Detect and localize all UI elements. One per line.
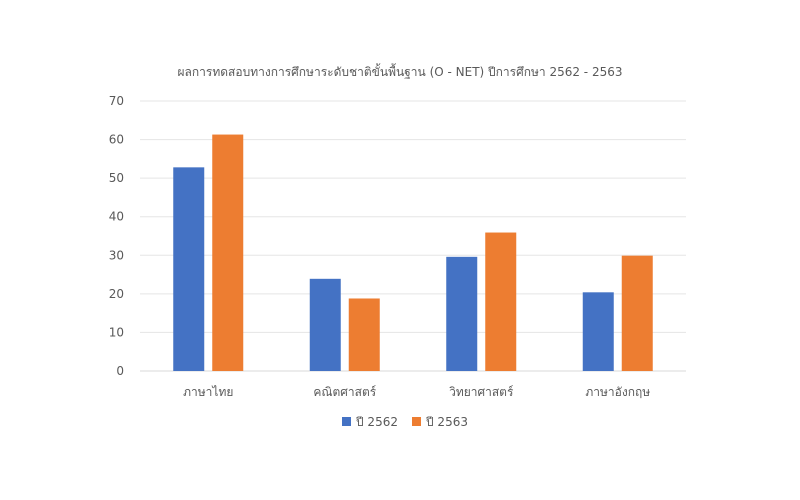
bar — [309, 278, 341, 371]
y-tick-label: 20 — [109, 287, 124, 301]
category-label: ภาษาไทย — [183, 385, 233, 399]
y-tick-label: 10 — [109, 325, 124, 339]
bars — [173, 134, 653, 371]
bar — [582, 292, 614, 371]
chart-title: ผลการทดสอบทางการศึกษาระดับชาติขั้นพื้นฐา… — [178, 63, 623, 79]
bar — [621, 255, 653, 371]
category-label: ภาษาอังกฤษ — [585, 385, 650, 399]
y-tick-label: 40 — [109, 210, 124, 224]
y-tick-label: 70 — [109, 94, 124, 108]
x-axis-categories: ภาษาไทย คณิตศาสตร์ วิทยาศาสตร์ ภาษาอังกฤษ — [183, 385, 650, 399]
y-tick-label: 30 — [109, 248, 124, 262]
y-tick-label: 50 — [109, 171, 124, 185]
category-label: วิทยาศาสตร์ — [449, 385, 514, 399]
category-label: คณิตศาสตร์ — [313, 385, 376, 399]
bar — [485, 232, 517, 371]
y-axis-ticks: 0 10 20 30 40 50 60 70 — [109, 94, 124, 378]
legend-swatch — [412, 417, 421, 426]
bar — [348, 298, 380, 371]
y-tick-label: 60 — [109, 133, 124, 147]
legend[interactable]: ปี 2562 ปี 2563 — [342, 415, 468, 429]
bar — [212, 134, 244, 371]
legend-label[interactable]: ปี 2563 — [425, 415, 468, 429]
bar — [446, 256, 478, 371]
bar — [173, 167, 205, 371]
legend-swatch — [342, 417, 351, 426]
y-tick-label: 0 — [116, 364, 124, 378]
legend-label[interactable]: ปี 2562 — [355, 415, 398, 429]
